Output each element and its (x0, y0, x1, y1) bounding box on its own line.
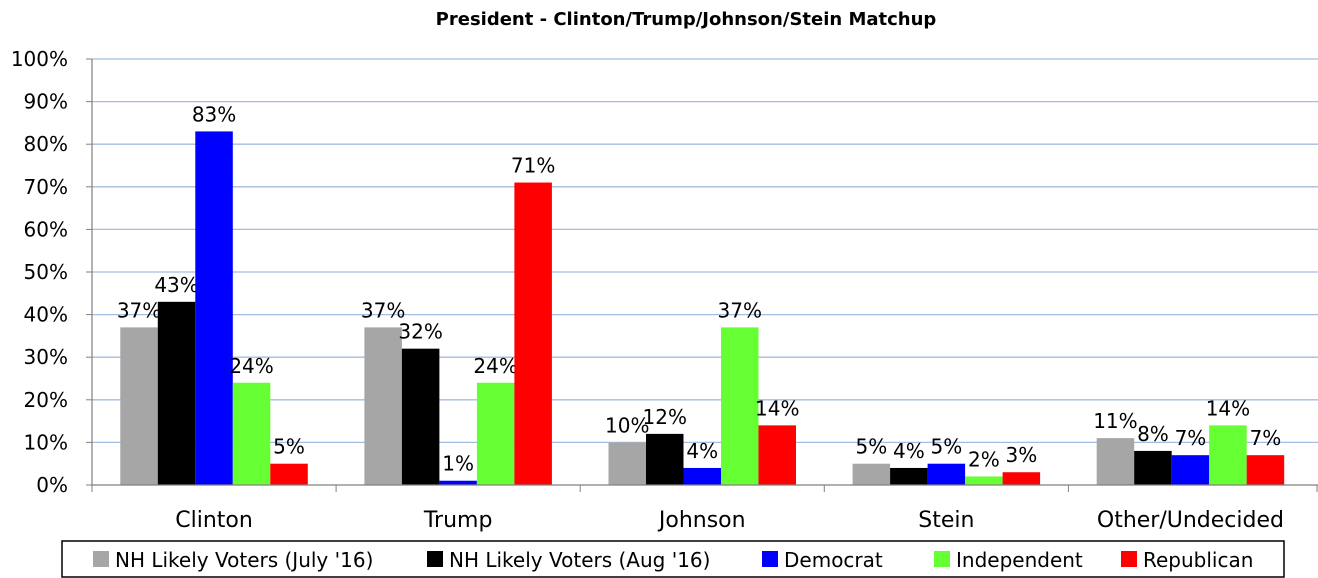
legend-label: NH Likely Voters (July '16) (115, 548, 373, 572)
y-tick-label: 0% (36, 473, 68, 497)
y-tick-label: 100% (11, 47, 68, 71)
bar (514, 182, 552, 486)
data-label: 12% (643, 405, 687, 429)
data-label: 7% (1250, 426, 1282, 450)
data-label: 2% (968, 447, 1000, 471)
data-label: 24% (473, 354, 517, 378)
data-label: 37% (117, 298, 161, 322)
y-tick-label: 30% (24, 345, 68, 369)
x-tick-label: Johnson (657, 508, 746, 533)
data-label: 5% (930, 435, 962, 459)
y-tick-label: 40% (24, 303, 68, 327)
legend-label: Democrat (784, 548, 883, 572)
legend-swatch (934, 551, 950, 567)
data-label: 7% (1175, 426, 1207, 450)
legend-swatch (427, 551, 443, 567)
bar (645, 433, 684, 485)
y-axis: 0% 10% 20% 30% 40% 50% 60% 70% 80% 90% 100% (11, 47, 93, 497)
data-label: 5% (855, 435, 887, 459)
legend-label: Independent (956, 548, 1083, 572)
data-label: 32% (398, 320, 442, 344)
data-label: 24% (229, 354, 273, 378)
legend-box (61, 540, 1285, 578)
data-label: 37% (361, 298, 405, 322)
legend-label: Republican (1143, 548, 1253, 572)
legend-label: NH Likely Voters (Aug '16) (449, 548, 710, 572)
gridlines (92, 58, 1318, 444)
bar (364, 327, 402, 485)
y-tick-label: 60% (24, 217, 68, 241)
data-label: 11% (1093, 409, 1137, 433)
bar (720, 327, 759, 485)
bar (927, 463, 966, 485)
y-tick-label: 10% (24, 430, 68, 454)
y-tick-label: 50% (24, 260, 68, 284)
bar (683, 467, 721, 485)
data-label: 83% (192, 102, 236, 126)
chart-title: President - Clinton/Trump/Johnson/Stein … (436, 9, 937, 30)
bar (270, 463, 308, 485)
x-axis: Clinton Trump Johnson Stein Other/Undecided (91, 484, 1318, 533)
x-tick-label: Clinton (175, 508, 253, 533)
data-label: 43% (154, 273, 198, 297)
bar (965, 476, 1003, 485)
bar (476, 382, 515, 485)
bar (1171, 455, 1210, 485)
bar (852, 463, 891, 485)
x-tick-label: Stein (918, 508, 974, 533)
y-tick-label: 20% (24, 388, 68, 412)
x-tick-label: Other/Undecided (1097, 508, 1284, 533)
bars: 37%43%83%24%5%37%32%1%24%71%10%12%4%37%1… (117, 102, 1285, 486)
bar (401, 348, 440, 485)
y-tick-label: 80% (24, 132, 68, 156)
data-label: 8% (1137, 422, 1169, 446)
bar (1246, 455, 1285, 485)
data-label: 37% (718, 298, 762, 322)
bar (439, 480, 477, 485)
bar (890, 467, 928, 485)
data-label: 4% (686, 439, 718, 463)
data-label: 14% (755, 396, 799, 420)
bar (120, 327, 158, 485)
data-label: 71% (511, 154, 555, 178)
data-label: 4% (893, 439, 925, 463)
legend-swatch (93, 551, 109, 567)
bar (758, 425, 796, 485)
bar (195, 131, 233, 486)
bar (157, 301, 196, 485)
legend-swatch (762, 551, 778, 567)
data-label: 1% (442, 452, 474, 476)
bar (1002, 472, 1041, 485)
bar (1134, 450, 1172, 485)
data-label: 14% (1206, 396, 1250, 420)
y-tick-label: 70% (24, 175, 68, 199)
data-label: 3% (1005, 443, 1037, 467)
bar (1209, 425, 1247, 485)
legend: NH Likely Voters (July '16) NH Likely Vot… (61, 540, 1285, 578)
y-tick-label: 90% (24, 90, 68, 114)
data-label: 10% (605, 413, 649, 437)
legend-swatch (1121, 551, 1137, 567)
bar (232, 382, 271, 485)
data-label: 5% (273, 435, 305, 459)
bar (608, 442, 646, 485)
x-tick-label: Trump (423, 508, 493, 533)
bar (1096, 438, 1135, 485)
